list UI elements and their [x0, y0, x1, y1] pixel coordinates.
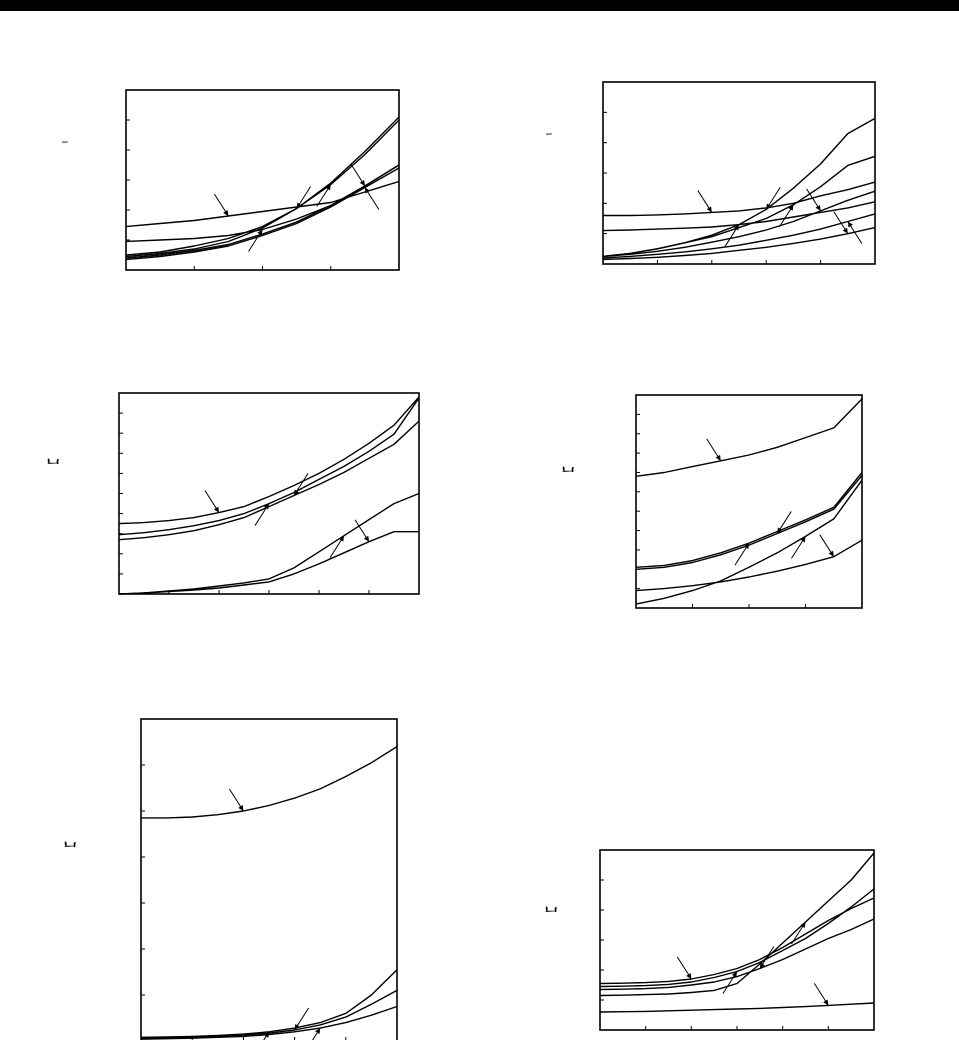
leader-arrowhead-top-right-7	[842, 227, 848, 234]
series-line-top-right-6	[602, 213, 876, 259]
series-line-bottom-right-4	[599, 852, 875, 997]
y-axis-glyph-bottom-right: ℷ	[542, 906, 558, 913]
leader-arrowhead-mid-right-2	[743, 543, 749, 550]
series-line-bottom-right-1	[599, 897, 875, 985]
header-bar	[0, 0, 959, 11]
leader-arrowhead-mid-right-1	[715, 454, 721, 461]
series-line-top-left-1	[125, 180, 400, 228]
leader-arrowhead-mid-left-3	[294, 489, 300, 496]
leader-arrowhead-bottom-right-5	[823, 999, 829, 1006]
leader-arrowhead-bottom-left-2	[263, 1031, 269, 1038]
series-line-mid-left-2	[118, 397, 420, 536]
leader-arrowhead-bottom-right-2	[731, 971, 737, 978]
series-line-bottom-right-3	[599, 918, 875, 991]
leader-arrowhead-top-right-2	[733, 224, 739, 231]
leader-arrowhead-bottom-right-3	[759, 962, 765, 969]
leader-arrowhead-mid-right-5	[828, 550, 834, 557]
y-axis-glyph-top-right: ı	[543, 132, 556, 136]
leader-arrowhead-bottom-left-3	[294, 1024, 300, 1030]
series-line-mid-right-2	[635, 472, 863, 568]
y-axis-glyph-mid-right: ℷ	[559, 466, 575, 473]
y-axis-glyph-top-left: ı	[59, 140, 72, 144]
leader-arrowhead-top-right-4	[788, 204, 794, 211]
y-axis-glyph-mid-left: ℷ	[44, 458, 60, 465]
leader-arrowhead-top-right-1	[706, 206, 712, 213]
series-line-bottom-left-1	[141, 746, 398, 819]
series-line-mid-left-3	[118, 420, 420, 541]
plot-frame-bottom-left	[140, 718, 398, 1040]
plot-frame-bottom-right	[599, 849, 875, 1031]
leader-arrowhead-mid-right-4	[800, 536, 806, 543]
series-line-mid-right-3	[635, 474, 863, 570]
series-line-mid-right-4	[635, 479, 863, 605]
leader-arrowhead-mid-right-3	[777, 527, 783, 534]
leader-arrowhead-top-left-6	[364, 187, 370, 194]
leader-arrowhead-top-left-3	[296, 202, 302, 209]
plot-frame-mid-left	[118, 392, 420, 595]
leader-arrowhead-top-left-5	[359, 180, 365, 186]
series-line-bottom-left-2	[140, 969, 398, 1038]
leader-arrowhead-bottom-right-1	[686, 973, 692, 979]
series-line-top-right-7	[602, 226, 876, 261]
leader-arrowhead-top-right-6	[847, 221, 853, 228]
leader-arrowhead-mid-left-2	[263, 503, 269, 510]
leader-arrowhead-bottom-left-1	[238, 805, 244, 811]
series-line-top-left-6	[125, 167, 400, 261]
plot-frame-top-left	[125, 89, 400, 271]
leader-arrowhead-bottom-left-4	[315, 1028, 321, 1035]
series-line-top-right-1	[603, 181, 876, 217]
series-line-bottom-left-4	[140, 1005, 398, 1040]
series-line-top-right-4	[602, 155, 876, 258]
series-line-mid-right-5	[635, 539, 863, 592]
series-line-top-right-5	[602, 190, 876, 258]
series-line-mid-left-4	[118, 492, 420, 595]
leader-arrowhead-mid-left-1	[213, 506, 219, 513]
leader-arrowhead-mid-left-5	[363, 535, 369, 542]
series-line-bottom-left-3	[140, 989, 398, 1039]
leader-arrowhead-top-right-5	[815, 204, 821, 211]
series-line-mid-left-5	[118, 531, 419, 595]
series-line-top-left-5	[125, 164, 400, 259]
plot-frame-mid-right	[635, 394, 863, 609]
series-line-top-left-4	[125, 119, 400, 256]
series-line-mid-right-1	[635, 398, 863, 477]
leader-arrowhead-mid-left-4	[338, 535, 344, 542]
y-axis-glyph-bottom-left: ℷ	[61, 841, 77, 848]
series-line-mid-left-1	[118, 396, 420, 525]
leader-arrowhead-top-left-2	[257, 229, 263, 236]
leader-arrowhead-bottom-right-4	[800, 922, 806, 928]
leader-arrowhead-top-left-4	[325, 184, 331, 191]
leader-arrowhead-top-left-1	[223, 210, 229, 216]
leader-arrowhead-top-right-3	[766, 203, 772, 210]
series-line-top-left-3	[125, 116, 400, 258]
series-line-bottom-right-5	[599, 1002, 875, 1013]
